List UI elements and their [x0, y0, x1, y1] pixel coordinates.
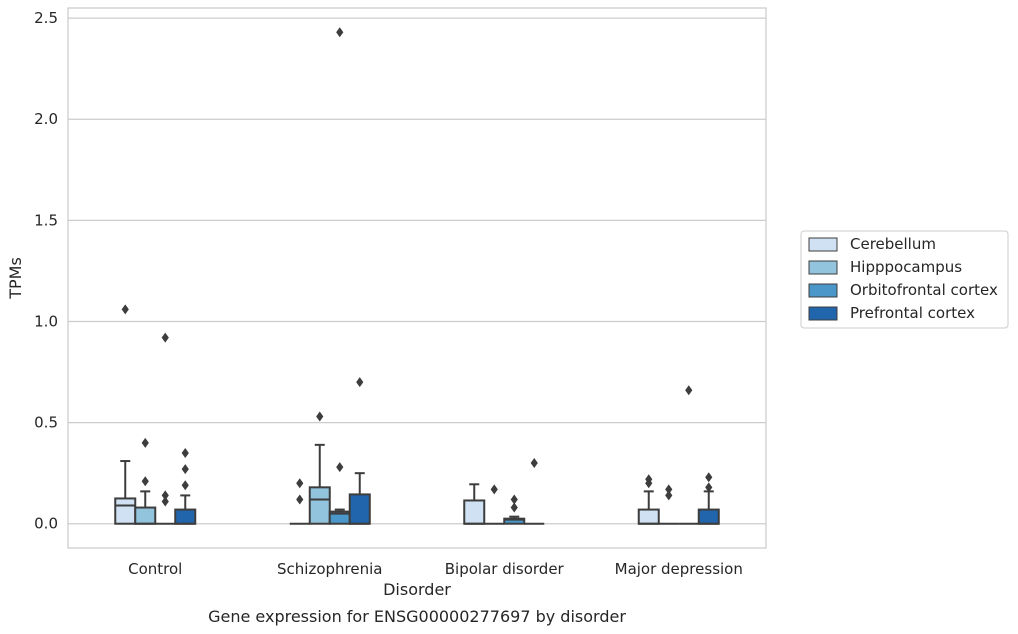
outlier-point — [141, 437, 149, 448]
y-tick-label: 2.0 — [34, 110, 58, 128]
outlier-point — [685, 385, 693, 396]
box-body — [463, 499, 486, 525]
box-body — [134, 506, 157, 525]
box-hipppocampus — [658, 484, 679, 525]
outlier-point — [705, 482, 713, 493]
outlier-point — [296, 494, 304, 505]
legend-entry: Prefrontal cortex — [850, 304, 975, 322]
box-orbitofrontal-cortex — [328, 27, 351, 525]
box-body — [503, 517, 526, 525]
x-tick-label: Schizophrenia — [277, 560, 382, 578]
outlier-point — [510, 494, 518, 505]
y-axis-ticks: 0.0 0.5 1.0 1.5 2.0 2.5 — [34, 9, 58, 533]
box-cerebellum — [463, 483, 486, 525]
outlier-point — [336, 27, 344, 38]
y-tick-label: 0.0 — [34, 515, 58, 533]
outlier-point — [161, 332, 169, 343]
legend-entry: Cerebellum — [850, 235, 936, 253]
box-prefrontal-cortex — [524, 458, 545, 525]
legend-swatch — [808, 260, 838, 275]
outlier-point — [356, 377, 364, 388]
outlier-point — [141, 476, 149, 487]
outlier-point — [336, 462, 344, 473]
y-tick-label: 1.5 — [34, 211, 58, 229]
outlier-point — [645, 478, 653, 489]
outlier-point — [665, 490, 673, 501]
box-prefrontal-cortex — [174, 447, 197, 525]
box-orbitofrontal-cortex — [503, 494, 526, 525]
box-prefrontal-cortex — [348, 377, 371, 525]
legend-frame — [800, 230, 1009, 329]
outlier-point — [490, 484, 498, 495]
y-tick-label: 2.5 — [34, 9, 58, 27]
box-cerebellum — [114, 304, 137, 525]
legend-swatch — [808, 283, 838, 298]
grid-lines — [68, 17, 766, 525]
box-hipppocampus — [308, 411, 331, 525]
outlier-point — [705, 472, 713, 483]
box-body — [637, 508, 660, 525]
outlier-point — [665, 484, 673, 495]
x-axis-ticks: Control Schizophrenia Bipolar disorder Majo… — [128, 560, 743, 578]
box-prefrontal-cortex — [697, 472, 720, 525]
box-body — [174, 508, 197, 525]
y-axis-label: TPMs — [6, 257, 25, 300]
legend-entry: Hipppocampus — [850, 258, 962, 276]
box-body — [697, 508, 720, 525]
box-cerebellum — [637, 474, 660, 525]
box-marks — [114, 27, 720, 525]
outlier-point — [510, 502, 518, 513]
legend-swatch — [808, 237, 838, 252]
x-tick-label: Control — [128, 560, 182, 578]
plot-frame — [67, 7, 767, 549]
outlier-point — [296, 478, 304, 489]
x-axis-label: Disorder — [383, 580, 451, 599]
x-tick-label: Bipolar disorder — [445, 560, 565, 578]
box-hipppocampus — [484, 484, 505, 525]
legend-swatch — [808, 306, 838, 321]
outlier-point — [121, 304, 129, 315]
box-hipppocampus — [134, 437, 157, 525]
legend-entry: Orbitofrontal cortex — [850, 281, 998, 299]
outlier-point — [181, 464, 189, 475]
outlier-point — [316, 411, 324, 422]
box-orbitofrontal-cortex — [155, 332, 176, 525]
x-tick-label: Major depression — [615, 560, 743, 578]
box-body — [114, 497, 137, 525]
box-cerebellum — [289, 478, 310, 525]
y-tick-label: 0.5 — [34, 414, 58, 432]
outlier-point — [181, 447, 189, 458]
y-tick-label: 1.0 — [34, 312, 58, 330]
outlier-point — [161, 496, 169, 507]
outlier-point — [530, 458, 538, 469]
box-body — [308, 486, 331, 525]
box-body — [348, 493, 371, 525]
chart-title: Gene expression for ENSG00000277697 by d… — [208, 607, 626, 626]
outlier-point — [181, 480, 189, 491]
outlier-point — [161, 490, 169, 501]
box-orbitofrontal-cortex — [678, 385, 699, 525]
legend: Cerebellum Hipppocampus Orbitofrontal cort… — [800, 230, 1009, 329]
